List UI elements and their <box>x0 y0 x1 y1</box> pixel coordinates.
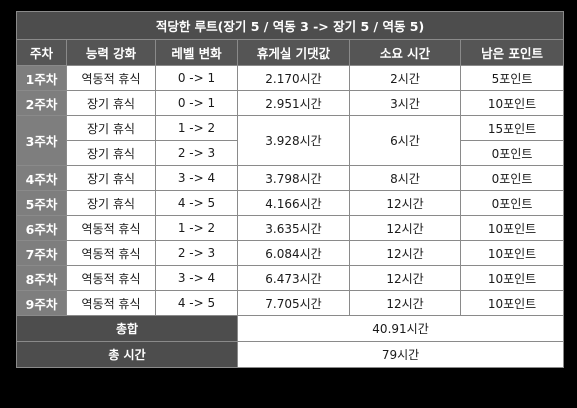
time-cell: 3시간 <box>349 90 461 116</box>
time-cell: 12시간 <box>349 240 461 266</box>
expect-cell: 3.635시간 <box>237 215 350 241</box>
level-cell: 4 -> 5 <box>155 190 238 216</box>
expect-cell: 6.473시간 <box>237 265 350 291</box>
level-cell: 3 -> 4 <box>155 165 238 191</box>
level-cell: 0 -> 1 <box>155 65 238 91</box>
skill-cell: 역동적 휴식 <box>66 265 156 291</box>
time-cell: 12시간 <box>349 265 461 291</box>
table-row: 8주차 역동적 휴식 3 -> 4 6.473시간 12시간 10포인트 <box>16 265 565 291</box>
table-row: 5주차 장기 휴식 4 -> 5 4.166시간 12시간 0포인트 <box>16 190 565 216</box>
skill-cell: 역동적 휴식 <box>66 290 156 316</box>
points-cell: 0포인트 <box>459 190 565 216</box>
points-cell: 10포인트 <box>459 215 565 241</box>
expect-cell: 2.170시간 <box>237 65 350 91</box>
points-cell: 10포인트 <box>459 290 565 316</box>
header-level: 레벨 변화 <box>155 39 238 66</box>
expect-cell: 3.798시간 <box>237 165 350 191</box>
time-cell: 6시간 <box>349 115 461 166</box>
total-label: 총합 <box>16 315 238 342</box>
skill-cell: 장기 휴식 <box>66 165 156 191</box>
skill-cell: 장기 휴식 <box>66 115 156 141</box>
week-cell: 1주차 <box>16 65 67 91</box>
expect-cell: 3.928시간 <box>237 115 350 166</box>
points-cell: 0포인트 <box>459 140 565 166</box>
time-cell: 12시간 <box>349 290 461 316</box>
level-cell: 4 -> 5 <box>155 290 238 316</box>
level-cell: 0 -> 1 <box>155 90 238 116</box>
week-cell: 5주차 <box>16 190 67 216</box>
total-time-label: 총 시간 <box>16 341 238 368</box>
points-cell: 10포인트 <box>459 90 565 116</box>
level-cell: 2 -> 3 <box>155 140 238 166</box>
header-expectation: 휴게실 기댓값 <box>237 39 350 66</box>
total-time-row: 총 시간 79시간 <box>16 341 565 368</box>
week-cell: 3주차 <box>16 115 67 166</box>
time-cell: 12시간 <box>349 190 461 216</box>
expect-cell: 6.084시간 <box>237 240 350 266</box>
level-cell: 3 -> 4 <box>155 265 238 291</box>
total-value: 40.91시간 <box>236 315 565 342</box>
week-cell: 4주차 <box>16 165 67 191</box>
skill-cell: 장기 휴식 <box>66 90 156 116</box>
points-cell: 10포인트 <box>459 240 565 266</box>
week-cell: 7주차 <box>16 240 67 266</box>
table-row: 3주차 장기 휴식 1 -> 2 3.928시간 6시간 15포인트 <box>16 115 565 166</box>
level-cell: 1 -> 2 <box>155 215 238 241</box>
time-cell: 2시간 <box>349 65 461 91</box>
time-cell: 8시간 <box>349 165 461 191</box>
header-points: 남은 포인트 <box>459 39 565 66</box>
points-cell: 15포인트 <box>459 115 565 141</box>
points-cell: 0포인트 <box>459 165 565 191</box>
expect-cell: 7.705시간 <box>237 290 350 316</box>
week-cell: 9주차 <box>16 290 67 316</box>
header-time: 소요 시간 <box>349 39 461 66</box>
time-cell: 12시간 <box>349 215 461 241</box>
table-row: 장기 휴식 2 -> 3 0포인트 <box>17 140 565 166</box>
route-table: 적당한 루트(장기 5 / 역동 3 -> 장기 5 / 역동 5) 주차 능력… <box>15 11 565 368</box>
header-week: 주차 <box>16 39 67 66</box>
table-row: 4주차 장기 휴식 3 -> 4 3.798시간 8시간 0포인트 <box>16 165 565 191</box>
points-cell: 10포인트 <box>459 265 565 291</box>
level-cell: 2 -> 3 <box>155 240 238 266</box>
skill-cell: 역동적 휴식 <box>66 215 156 241</box>
week-cell: 8주차 <box>16 265 67 291</box>
table-title: 적당한 루트(장기 5 / 역동 3 -> 장기 5 / 역동 5) <box>15 11 565 40</box>
header-skill: 능력 강화 <box>66 39 156 66</box>
skill-cell: 장기 휴식 <box>66 140 156 166</box>
skill-cell: 역동적 휴식 <box>66 65 156 91</box>
table-row: 9주차 역동적 휴식 4 -> 5 7.705시간 12시간 10포인트 <box>16 290 565 316</box>
skill-cell: 역동적 휴식 <box>66 240 156 266</box>
skill-cell: 장기 휴식 <box>66 190 156 216</box>
table-row: 7주차 역동적 휴식 2 -> 3 6.084시간 12시간 10포인트 <box>16 240 565 266</box>
table-row: 1주차 역동적 휴식 0 -> 1 2.170시간 2시간 5포인트 <box>16 65 565 91</box>
week-cell: 2주차 <box>16 90 67 116</box>
total-time-value: 79시간 <box>236 341 565 368</box>
expect-cell: 2.951시간 <box>237 90 350 116</box>
expect-cell: 4.166시간 <box>237 190 350 216</box>
week-cell: 6주차 <box>16 215 67 241</box>
total-row: 총합 40.91시간 <box>16 315 565 342</box>
level-cell: 1 -> 2 <box>155 115 238 141</box>
table-row: 6주차 역동적 휴식 1 -> 2 3.635시간 12시간 10포인트 <box>16 215 565 241</box>
points-cell: 5포인트 <box>459 65 565 91</box>
table-row: 2주차 장기 휴식 0 -> 1 2.951시간 3시간 10포인트 <box>16 90 565 116</box>
